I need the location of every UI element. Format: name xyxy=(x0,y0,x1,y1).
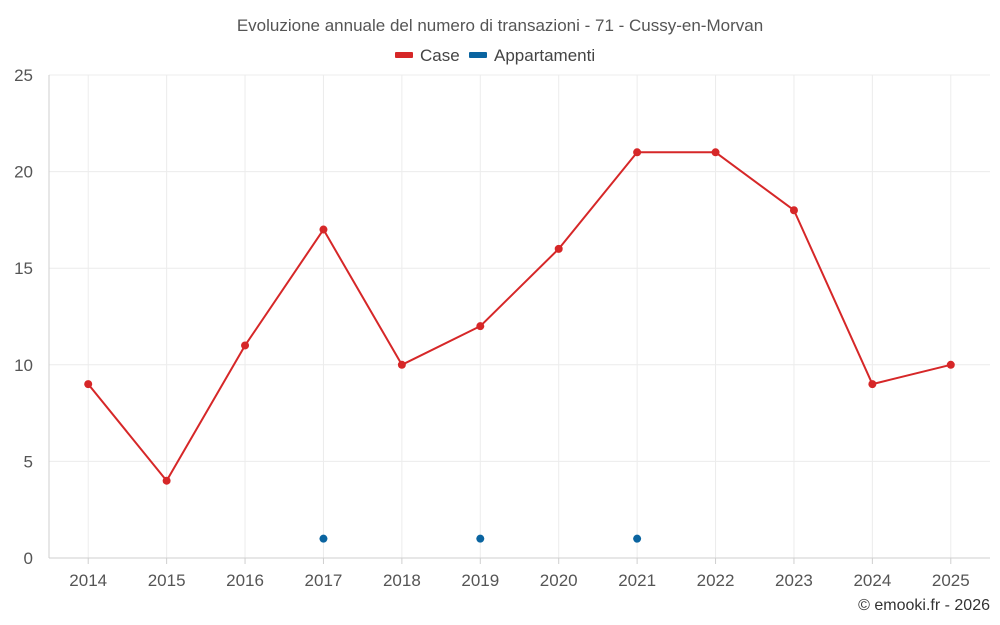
legend: Case Appartamenti xyxy=(395,46,595,65)
x-tick-label: 2016 xyxy=(226,571,264,590)
data-point-case-2018[interactable] xyxy=(397,360,406,369)
data-point-case-2017[interactable] xyxy=(319,225,328,234)
data-point-case-2015[interactable] xyxy=(162,476,171,485)
data-point-case-2016[interactable] xyxy=(241,341,250,350)
legend-item-case[interactable]: Case xyxy=(395,46,460,65)
data-point-case-2021[interactable] xyxy=(633,148,642,157)
x-tick-label: 2023 xyxy=(775,571,813,590)
x-tick-label: 2018 xyxy=(383,571,421,590)
x-tick-label: 2014 xyxy=(69,571,107,590)
grid xyxy=(49,74,990,558)
y-tick-label: 5 xyxy=(24,452,33,471)
data-point-case-2020[interactable] xyxy=(554,244,563,253)
data-point-case-2025[interactable] xyxy=(946,360,955,369)
legend-swatch-appartamenti xyxy=(469,52,487,58)
data-point-case-2023[interactable] xyxy=(789,206,798,215)
data-point-case-2019[interactable] xyxy=(476,322,485,331)
legend-swatch-case xyxy=(395,52,413,58)
y-tick-label: 10 xyxy=(14,356,33,375)
y-tick-label: 15 xyxy=(14,259,33,278)
x-tick-label: 2015 xyxy=(148,571,186,590)
data-point-case-2022[interactable] xyxy=(711,148,720,157)
plot-area xyxy=(84,148,955,543)
x-tick-label: 2017 xyxy=(305,571,343,590)
x-tick-label: 2022 xyxy=(697,571,735,590)
data-point-case-2024[interactable] xyxy=(868,380,877,389)
x-tick-label: 2024 xyxy=(853,571,891,590)
series-line-case xyxy=(87,151,952,482)
y-tick-label: 25 xyxy=(14,66,33,85)
data-point-appartamenti-2017[interactable] xyxy=(319,534,328,543)
chart-title: Evoluzione annuale del numero di transaz… xyxy=(237,16,763,35)
data-point-appartamenti-2021[interactable] xyxy=(633,534,642,543)
y-tick-label: 20 xyxy=(14,163,33,182)
x-tick-label: 2019 xyxy=(461,571,499,590)
data-point-case-2014[interactable] xyxy=(84,380,93,389)
x-tick-label: 2020 xyxy=(540,571,578,590)
legend-label-case: Case xyxy=(420,46,460,65)
x-tick-label: 2025 xyxy=(932,571,970,590)
credit-text: © emooki.fr - 2026 xyxy=(858,597,990,614)
x-tick-label: 2021 xyxy=(618,571,656,590)
legend-item-appartamenti[interactable]: Appartamenti xyxy=(469,46,595,65)
y-tick-label: 0 xyxy=(24,549,33,568)
legend-label-appartamenti: Appartamenti xyxy=(494,46,595,65)
data-point-appartamenti-2019[interactable] xyxy=(476,534,485,543)
